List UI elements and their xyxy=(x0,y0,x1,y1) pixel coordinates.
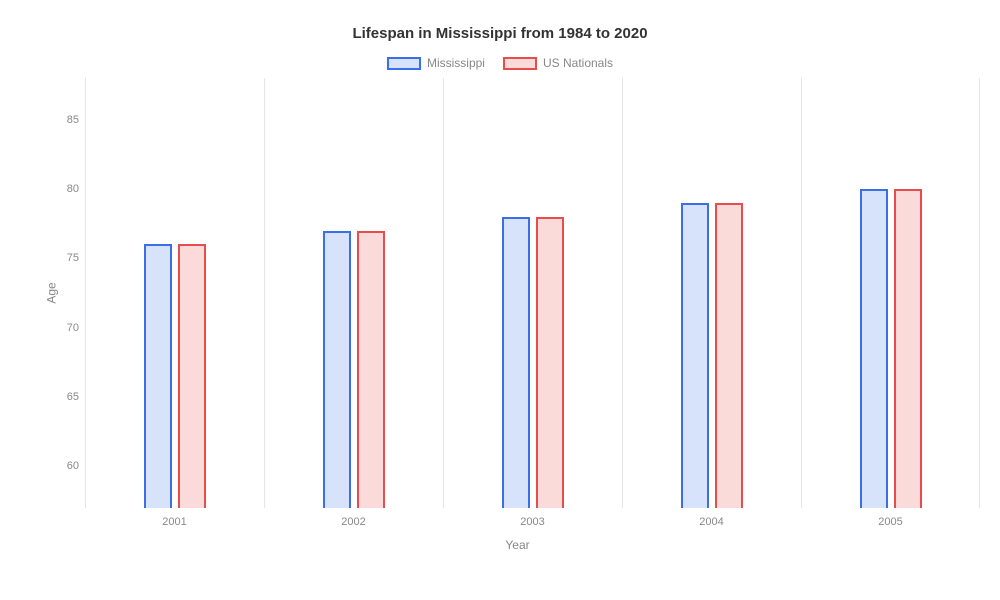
plot: 606570758085 xyxy=(85,78,950,508)
x-tick-label: 2003 xyxy=(520,516,544,528)
legend-swatch xyxy=(503,57,537,70)
bar xyxy=(323,231,351,508)
bar xyxy=(502,217,530,508)
x-tick-label: 2001 xyxy=(162,516,186,528)
bar xyxy=(178,244,206,508)
bar xyxy=(715,203,743,508)
gridline xyxy=(622,78,623,508)
gridline xyxy=(264,78,265,508)
chart-title: Lifespan in Mississippi from 1984 to 202… xyxy=(30,25,970,42)
bar xyxy=(144,244,172,508)
gridline xyxy=(801,78,802,508)
y-tick-label: 85 xyxy=(51,114,79,126)
x-tick-label: 2002 xyxy=(341,516,365,528)
x-axis: Year 2001 2002 2003 2004 2005 xyxy=(85,508,950,552)
bar xyxy=(536,217,564,508)
legend-label: Mississippi xyxy=(427,56,485,70)
gridline xyxy=(85,78,86,508)
y-tick-label: 70 xyxy=(51,322,79,334)
chart-container: Lifespan in Mississippi from 1984 to 202… xyxy=(0,0,1000,600)
x-tick-label: 2004 xyxy=(699,516,723,528)
y-axis-label: Age xyxy=(45,282,59,303)
x-axis-label: Year xyxy=(505,538,529,552)
legend: Mississippi US Nationals xyxy=(30,56,970,70)
bar xyxy=(860,189,888,508)
x-tick-label: 2005 xyxy=(878,516,902,528)
legend-label: US Nationals xyxy=(543,56,613,70)
y-tick-label: 60 xyxy=(51,460,79,472)
bar xyxy=(894,189,922,508)
legend-item: US Nationals xyxy=(503,56,613,70)
gridline xyxy=(443,78,444,508)
gridline xyxy=(979,78,980,508)
y-tick-label: 65 xyxy=(51,391,79,403)
bar xyxy=(681,203,709,508)
bar xyxy=(357,231,385,508)
y-tick-label: 80 xyxy=(51,183,79,195)
legend-swatch xyxy=(387,57,421,70)
plot-area: Age 606570758085 xyxy=(85,78,950,508)
y-tick-label: 75 xyxy=(51,252,79,264)
legend-item: Mississippi xyxy=(387,56,485,70)
